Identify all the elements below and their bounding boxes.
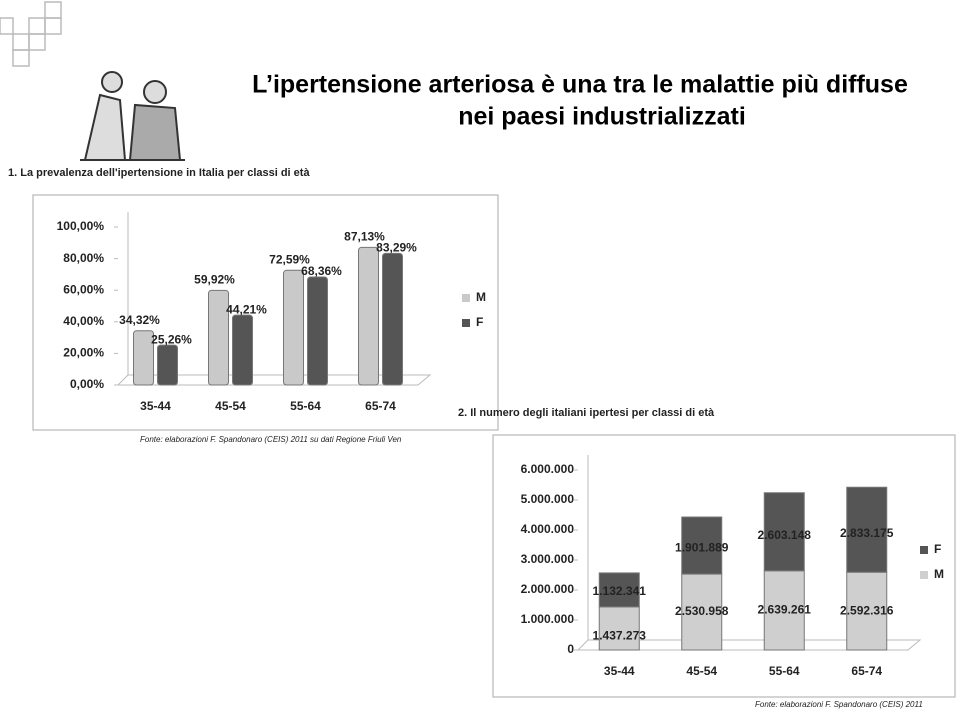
y-tick-label: 40,00% xyxy=(63,314,104,328)
value-label: 34,32% xyxy=(119,313,160,327)
value-label: 2.833.175 xyxy=(840,526,894,540)
y-tick-label: 6.000.000 xyxy=(521,462,575,476)
legend-swatch xyxy=(920,546,928,554)
y-tick-label: 80,00% xyxy=(63,251,104,265)
value-label: 44,21% xyxy=(226,302,267,316)
bar xyxy=(358,246,379,386)
bar-segment xyxy=(598,572,640,608)
legend-swatch xyxy=(920,571,928,579)
bar xyxy=(208,289,229,386)
plot-wall xyxy=(577,455,922,651)
legend-label: F xyxy=(476,315,483,329)
x-tick-label: 45-54 xyxy=(215,399,246,413)
x-tick-label: 65-74 xyxy=(851,664,882,678)
x-tick-label: 65-74 xyxy=(365,399,396,413)
corner-decoration xyxy=(0,1,62,67)
legend-label: F xyxy=(934,542,941,556)
bar-segment xyxy=(681,573,723,651)
bar xyxy=(283,269,304,386)
slide-title: L’ipertensione arteriosa è una tra le ma… xyxy=(252,71,908,99)
bar-segment xyxy=(763,492,805,572)
x-tick-label: 45-54 xyxy=(686,664,717,678)
value-label: 72,59% xyxy=(269,252,310,266)
source: Fonte: elaborazioni F. Spandonaro (CEIS)… xyxy=(755,700,923,709)
legend-swatch xyxy=(462,319,470,327)
y-tick-label: 5.000.000 xyxy=(521,492,575,506)
value-label: 2.530.958 xyxy=(675,604,729,618)
slide-title: nei paesi industrializzati xyxy=(458,103,746,131)
bar xyxy=(307,276,328,386)
value-label: 2.603.148 xyxy=(758,528,812,542)
x-tick-label: 55-64 xyxy=(290,399,321,413)
legend-swatch xyxy=(462,294,470,302)
y-tick-label: 20,00% xyxy=(63,346,104,360)
illustration xyxy=(80,71,185,161)
y-tick-label: 2.000.000 xyxy=(521,582,575,596)
value-label: 2.639.261 xyxy=(758,603,812,617)
x-tick-label: 35-44 xyxy=(140,399,171,413)
value-label: 83,29% xyxy=(376,241,417,255)
bar xyxy=(157,344,178,386)
chart-frame xyxy=(32,194,499,431)
plot-wall xyxy=(117,212,432,386)
y-tick-label: 100,00% xyxy=(57,219,105,233)
value-label: 1.437.273 xyxy=(593,629,647,643)
value-label: 68,36% xyxy=(301,264,342,278)
x-tick-label: 55-64 xyxy=(769,664,800,678)
y-tick-label: 4.000.000 xyxy=(521,522,575,536)
value-label: 1.132.341 xyxy=(593,584,647,598)
bar xyxy=(133,330,154,386)
source: Fonte: elaborazioni F. Spandonaro (CEIS)… xyxy=(140,435,402,444)
y-tick-label: 0 xyxy=(567,642,574,656)
value-label: 59,92% xyxy=(194,272,235,286)
chart-title: 2. Il numero degli italiani ipertesi per… xyxy=(458,407,715,419)
bar-segment xyxy=(846,486,888,573)
bar xyxy=(382,252,403,386)
y-tick-label: 0,00% xyxy=(70,377,104,391)
legend-label: M xyxy=(934,567,944,581)
bar xyxy=(232,314,253,386)
y-tick-label: 60,00% xyxy=(63,282,104,296)
y-tick-label: 1.000.000 xyxy=(521,612,575,626)
x-tick-label: 35-44 xyxy=(604,664,635,678)
value-label: 87,13% xyxy=(344,230,385,244)
value-label: 2.592.316 xyxy=(840,603,894,617)
value-label: 1.901.889 xyxy=(675,541,729,555)
y-tick-label: 3.000.000 xyxy=(521,552,575,566)
legend-label: M xyxy=(476,290,486,304)
bar-segment xyxy=(681,516,723,575)
chart-title: 1. La prevalenza dell'ipertensione in It… xyxy=(8,167,310,179)
value-label: 25,26% xyxy=(151,332,192,346)
